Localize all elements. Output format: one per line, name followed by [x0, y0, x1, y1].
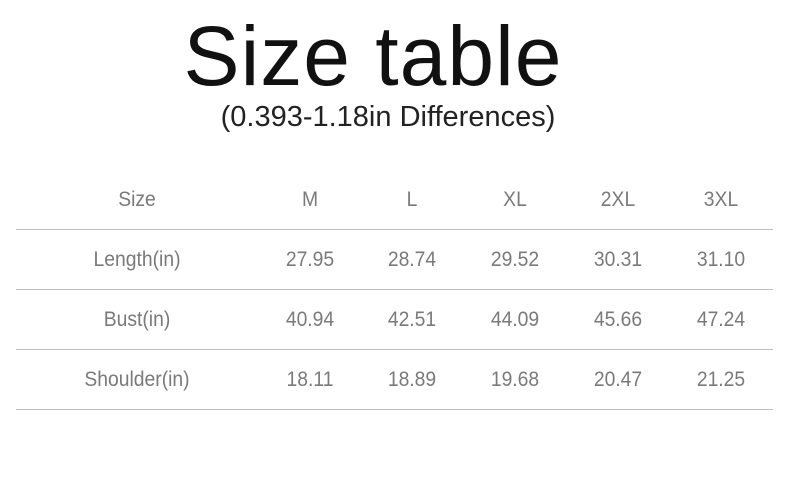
row-label: Shoulder(in): [84, 367, 190, 391]
table-row: Bust(in) 40.94 42.51 44.09 45.66 47.24: [16, 290, 773, 350]
table-cell: 18.11: [286, 367, 334, 391]
table-cell: 45.66: [593, 307, 643, 331]
table-cell: 30.31: [593, 247, 643, 271]
table-row: Length(in) 27.95 28.74 29.52 30.31 31.10: [16, 230, 773, 290]
table-cell: 27.95: [285, 247, 335, 271]
table-cell: 19.68: [490, 367, 540, 391]
table-cell: 21.25: [696, 367, 746, 391]
table-cell: 44.09: [490, 307, 540, 331]
table-header-row: Size M L XL 2XL 3XL: [16, 171, 773, 230]
header-cell: Size: [118, 188, 156, 211]
header-cell: M: [301, 188, 319, 211]
page-subtitle: (0.393-1.18in Differences): [220, 101, 556, 133]
size-table: Size M L XL 2XL 3XL Length(in) 27.95 28.…: [16, 171, 773, 410]
header-cell: 3XL: [703, 188, 739, 211]
row-label: Length(in): [93, 247, 181, 271]
table-cell: 28.74: [387, 247, 437, 271]
table-cell: 31.10: [696, 247, 746, 271]
row-label: Bust(in): [103, 307, 171, 331]
table-cell: 42.51: [387, 307, 437, 331]
header-cell: 2XL: [600, 188, 636, 211]
table-cell: 20.47: [593, 367, 643, 391]
page-title: Size table: [183, 9, 563, 103]
table-cell: 18.89: [387, 367, 437, 391]
table-cell: 47.24: [696, 307, 746, 331]
table-cell: 29.52: [490, 247, 540, 271]
header-cell: L: [406, 188, 418, 211]
table-cell: 40.94: [285, 307, 335, 331]
header-cell: XL: [503, 188, 527, 211]
table-row: Shoulder(in) 18.11 18.89 19.68 20.47 21.…: [16, 350, 773, 410]
